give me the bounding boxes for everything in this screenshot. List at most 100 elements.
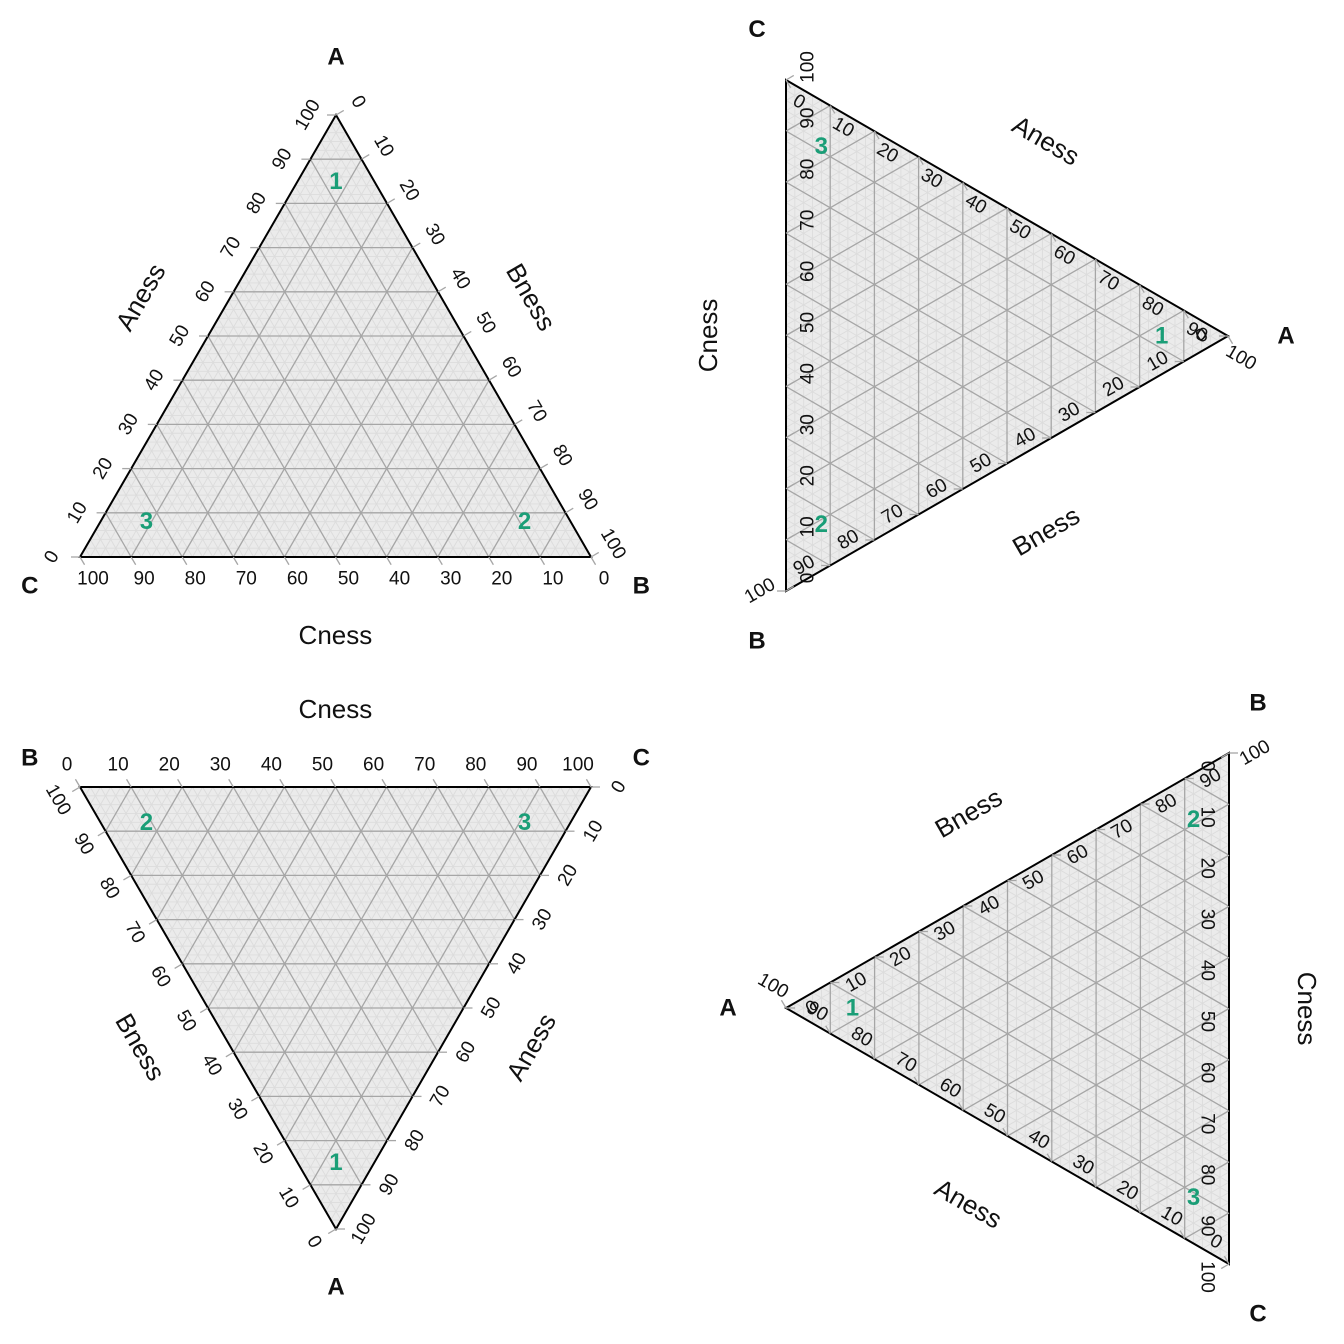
major-gridline-b-70 <box>156 786 234 920</box>
axis-title-a: Aness <box>1007 109 1085 171</box>
tick-label-a-100: 100 <box>754 969 792 1003</box>
tick-mark <box>199 1007 209 1014</box>
minor-gridline <box>416 786 505 938</box>
tick-label-a-10: 10 <box>63 498 92 527</box>
minor-gridline <box>900 885 1230 1075</box>
tick-label-b-50: 50 <box>471 309 500 338</box>
minor-gridline <box>1157 793 1230 836</box>
minor-gridline <box>94 786 112 814</box>
minor-gridline <box>115 494 152 558</box>
major-gridline-b-80 <box>130 786 183 876</box>
tick-mark <box>177 778 183 788</box>
major-gridline-b-30 <box>258 786 439 1097</box>
axis-title-b: Bness <box>500 258 562 336</box>
minor-gridline <box>146 441 214 558</box>
tick-label-c-30: 30 <box>440 569 461 590</box>
tick-mark <box>232 556 239 566</box>
minor-gridline <box>187 786 296 973</box>
minor-gridline <box>304 786 449 1035</box>
major-grid <box>829 777 1230 1239</box>
minor-gridline <box>785 100 822 122</box>
minor-gridline <box>120 786 163 858</box>
tick-mark <box>825 1025 831 1034</box>
minor-gridline <box>279 786 479 1132</box>
minor-gridline <box>192 786 393 1132</box>
minor-gridline <box>847 824 1230 1045</box>
tick-label-b-90: 90 <box>69 830 98 859</box>
minor-gridline <box>847 971 1230 1193</box>
minor-gridline <box>785 243 1070 408</box>
minor-gridline <box>785 508 857 551</box>
minor-gridline <box>212 786 347 1018</box>
tick-mark <box>785 177 795 183</box>
tick-mark <box>785 585 795 592</box>
minor-gridline <box>176 786 275 956</box>
minor-gridline <box>151 433 224 558</box>
tick-label-a-80: 80 <box>242 189 271 218</box>
minor-gridline <box>171 786 383 1150</box>
minor-gridline <box>998 997 1230 1132</box>
tick-label-b-100: 100 <box>41 781 75 819</box>
minor-gridline <box>865 961 1230 1173</box>
tick-label-a-10: 10 <box>579 817 608 846</box>
minor-gridline <box>375 371 485 558</box>
major-gridline-b-90 <box>1184 777 1230 805</box>
minor-gridline <box>785 192 1131 393</box>
minor-gridline <box>785 89 1220 342</box>
tick-mark <box>785 381 795 388</box>
minor-gridline <box>883 865 1230 1065</box>
major-gridline-c-90 <box>539 786 567 832</box>
tick-label-c-40: 40 <box>1197 960 1218 981</box>
minor-gridline <box>785 447 910 520</box>
corner-label-c: C <box>1249 1301 1266 1328</box>
tick-label-c-40: 40 <box>798 363 819 384</box>
tick-label-a-30: 30 <box>114 410 143 439</box>
tick-mark <box>228 778 234 788</box>
tick-label-c-10: 10 <box>542 569 563 590</box>
minor-gridline <box>84 547 91 558</box>
minor-gridline <box>1024 1028 1230 1147</box>
minor-gridline <box>212 786 403 1115</box>
tick-mark <box>437 286 447 293</box>
minor-gridline <box>580 786 587 797</box>
minor-gridline <box>161 415 244 558</box>
major-gridline-b-70 <box>1095 828 1230 907</box>
tick-label-b-40: 40 <box>197 1051 226 1080</box>
tick-mark <box>590 556 597 566</box>
minor-gridline <box>197 353 316 558</box>
major-gridline-c-70 <box>1095 1110 1230 1188</box>
minor-gridline <box>865 844 1230 1055</box>
point-label-2: 2 <box>1187 806 1200 833</box>
tick-label-c-50: 50 <box>1197 1011 1218 1032</box>
tick-mark <box>1002 1127 1009 1137</box>
minor-gridline <box>125 786 173 867</box>
axis-c-ticks: 0 10 20 30 40 50 60 70 80 90 100 <box>77 556 609 590</box>
minor-gridline <box>508 486 551 558</box>
tick-label-a-40: 40 <box>140 366 169 395</box>
tick-mark <box>829 105 836 114</box>
tick-mark <box>1220 1161 1230 1167</box>
tick-label-c-0: 0 <box>1197 761 1218 772</box>
tick-label-c-10: 10 <box>108 755 129 776</box>
tick-mark <box>869 1051 876 1060</box>
minor-gridline <box>971 900 1230 1050</box>
major-gridline-b-10 <box>130 158 363 558</box>
minor-gridline <box>785 151 1167 373</box>
tick-mark <box>785 534 795 541</box>
tick-label-a-50: 50 <box>477 994 506 1023</box>
minor-gridline <box>785 273 1061 434</box>
minor-gridline <box>785 559 813 577</box>
tick-mark <box>148 919 158 925</box>
minor-gridline <box>146 786 214 903</box>
tick-mark <box>1220 752 1230 759</box>
minor-gridline <box>447 433 520 558</box>
major-gridline-c-30 <box>258 247 439 558</box>
minor-gridline <box>785 289 1149 500</box>
tick-mark <box>123 874 132 881</box>
minor-gridline <box>320 141 561 558</box>
major-gridline-c-60 <box>785 181 964 285</box>
tick-label-a-20: 20 <box>89 454 118 483</box>
major-gridline-c-60 <box>386 786 490 965</box>
tick-mark <box>1050 233 1057 242</box>
minor-gridline <box>89 123 342 558</box>
